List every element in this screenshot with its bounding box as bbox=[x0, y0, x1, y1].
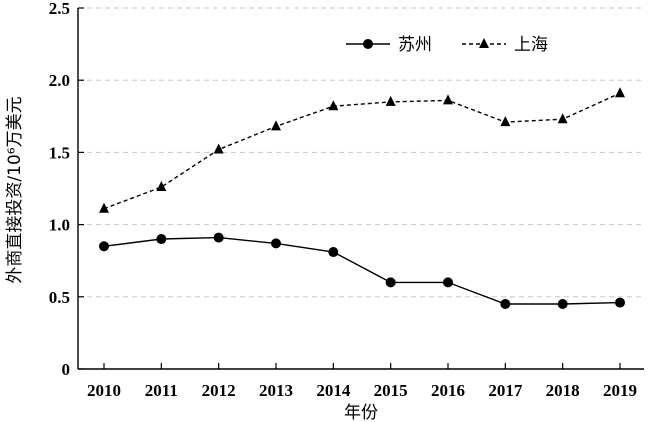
x-tick-label: 2017 bbox=[488, 381, 523, 400]
data-point bbox=[213, 143, 224, 154]
y-tick-label: 2.5 bbox=[49, 0, 70, 18]
data-point bbox=[615, 87, 625, 98]
x-tick-label: 2018 bbox=[546, 381, 580, 400]
data-point bbox=[156, 234, 167, 245]
data-point bbox=[99, 202, 109, 213]
legend-label: 上海 bbox=[514, 35, 548, 55]
y-tick-label: 0.5 bbox=[49, 288, 70, 307]
series-上海 bbox=[99, 87, 625, 213]
data-point bbox=[271, 238, 281, 249]
legend-marker bbox=[363, 39, 373, 49]
y-tick-labels: 0 0.5 1.0 1.5 2.0 2.5 bbox=[49, 0, 70, 379]
axes bbox=[77, 7, 644, 370]
x-tick-label: 2011 bbox=[145, 381, 178, 400]
legend: 苏州 上海 bbox=[346, 35, 548, 55]
y-tick-label: 1.5 bbox=[49, 143, 70, 162]
data-point bbox=[557, 299, 568, 310]
x-tick-label: 2014 bbox=[316, 381, 351, 400]
legend-label: 苏州 bbox=[398, 35, 432, 55]
y-tick-label: 2.0 bbox=[49, 71, 70, 90]
x-tick-label: 2019 bbox=[603, 381, 637, 400]
data-point bbox=[557, 113, 568, 124]
data-point bbox=[99, 241, 109, 252]
data-point bbox=[500, 116, 511, 127]
legend-marker bbox=[479, 38, 489, 48]
data-point bbox=[615, 297, 625, 308]
data-point bbox=[500, 299, 511, 310]
series-layer bbox=[99, 87, 625, 310]
x-tick-labels: 2010 2011 2012 2013 2014 2015 2016 2017 2018 2019 bbox=[87, 381, 637, 400]
legend-entry-苏州: 苏州 bbox=[346, 35, 432, 55]
x-tick-label: 2015 bbox=[374, 381, 408, 400]
data-point bbox=[271, 120, 281, 131]
data-point bbox=[385, 277, 396, 288]
y-tick-label: 1.0 bbox=[49, 216, 70, 235]
x-tick-label: 2013 bbox=[259, 381, 293, 400]
data-point bbox=[385, 95, 396, 106]
data-point bbox=[328, 247, 339, 258]
series-苏州 bbox=[99, 232, 625, 310]
y-axis-title: 外商直接投资/10⁶万美元 bbox=[5, 96, 25, 283]
data-point bbox=[443, 277, 453, 288]
data-point bbox=[156, 181, 167, 192]
series-line bbox=[103, 236, 621, 305]
data-point bbox=[213, 232, 224, 243]
data-point bbox=[328, 100, 339, 111]
x-axis-title: 年份 bbox=[344, 403, 378, 422]
series-line bbox=[103, 92, 621, 210]
x-tick-label: 2010 bbox=[87, 381, 121, 400]
x-tick-label: 2016 bbox=[431, 381, 465, 400]
y-tick-label: 0 bbox=[62, 360, 71, 379]
data-point bbox=[443, 94, 453, 105]
gridlines bbox=[78, 7, 644, 298]
x-tick-label: 2012 bbox=[202, 381, 236, 400]
legend-entry-上海: 上海 bbox=[462, 35, 548, 55]
